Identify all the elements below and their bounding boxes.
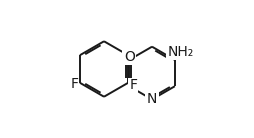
Text: O: O bbox=[124, 50, 135, 64]
Text: F: F bbox=[129, 78, 137, 92]
Text: F: F bbox=[70, 77, 78, 91]
Text: NH₂: NH₂ bbox=[167, 45, 193, 59]
Text: N: N bbox=[147, 92, 157, 106]
